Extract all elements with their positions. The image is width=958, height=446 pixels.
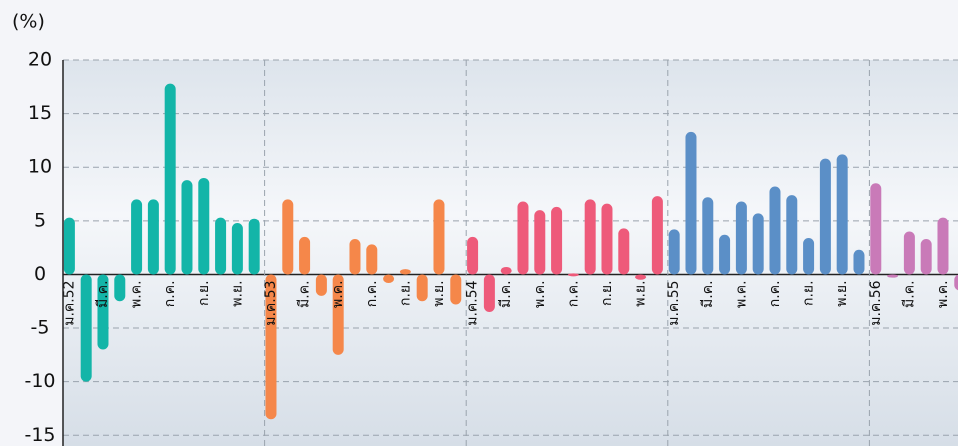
bar	[534, 210, 546, 275]
bar	[769, 186, 781, 275]
bar	[198, 177, 210, 275]
bar	[433, 199, 445, 275]
bar	[282, 199, 294, 275]
bar	[450, 274, 462, 305]
y-axis-label: (%)	[12, 11, 45, 33]
bar	[819, 158, 831, 275]
bar	[752, 213, 764, 275]
bar	[215, 217, 227, 275]
y-tick-label: 20	[28, 49, 52, 71]
bar	[500, 266, 512, 275]
y-tick-label: 10	[28, 156, 52, 178]
x-tick-label: พ.ย.	[229, 280, 245, 306]
x-tick-label: พ.ค.	[330, 280, 346, 308]
bar	[248, 218, 260, 275]
bar	[416, 274, 428, 302]
bar	[853, 249, 865, 275]
x-tick-label: มี.ค.	[498, 280, 514, 308]
bar	[299, 236, 311, 275]
x-tick-label: ม.ค.55	[666, 280, 682, 325]
bar	[618, 228, 630, 275]
bar	[315, 274, 327, 296]
bar	[903, 231, 915, 275]
bar	[702, 197, 714, 275]
bar	[265, 274, 277, 420]
bars	[63, 83, 958, 420]
bar	[584, 199, 596, 275]
bar	[954, 274, 958, 291]
x-tick-label: ม.ค.56	[868, 280, 884, 325]
bar	[887, 274, 899, 278]
bar	[131, 199, 143, 275]
x-tick-label: ก.ค.	[565, 280, 581, 307]
x-tick-label: ก.ย.	[397, 280, 413, 306]
bar	[164, 83, 176, 275]
bar	[332, 274, 344, 355]
bar	[870, 183, 882, 275]
x-tick-label: ก.ค.	[767, 280, 783, 307]
x-tick-label: ก.ย.	[599, 280, 615, 306]
x-tick-label: พ.ย.	[834, 280, 850, 306]
x-tick-label: พ.ค.	[129, 280, 145, 308]
bar	[668, 229, 680, 275]
y-tick-label: -10	[24, 370, 55, 392]
y-tick-label: 5	[34, 209, 46, 231]
bar	[467, 236, 479, 275]
y-tick-label: 0	[34, 263, 46, 285]
bar	[231, 222, 243, 275]
bar	[114, 274, 126, 302]
bar	[719, 234, 731, 275]
bar	[735, 201, 747, 275]
bar	[937, 217, 949, 275]
y-tick-label: -15	[24, 424, 55, 446]
x-tick-label: พ.ค.	[935, 280, 951, 308]
bar	[786, 195, 798, 275]
x-tick-label: พ.ค.	[733, 280, 749, 308]
x-tick-label: ม.ค.52	[61, 280, 77, 325]
bar	[803, 237, 815, 275]
x-tick-label: พ.ย.	[633, 280, 649, 306]
bar	[366, 244, 378, 275]
x-tick-label: ก.ย.	[196, 280, 212, 306]
bar	[399, 269, 411, 275]
bar	[651, 196, 663, 275]
y-tick-label: 15	[28, 102, 52, 124]
x-tick-label: ก.ค.	[162, 280, 178, 307]
x-tick-label: มี.ค.	[297, 280, 313, 308]
bar	[601, 203, 613, 275]
x-tick-label: มี.ค.	[700, 280, 716, 308]
bar	[685, 131, 697, 275]
bar	[920, 239, 932, 275]
bar	[147, 199, 159, 275]
x-tick-label: พ.ย.	[431, 280, 447, 306]
bar	[80, 274, 92, 382]
x-tick-label: ก.ค.	[364, 280, 380, 307]
bar	[181, 180, 193, 275]
bar	[483, 274, 495, 312]
bar	[517, 201, 529, 275]
bar	[551, 206, 563, 275]
x-tick-label: มี.ค.	[901, 280, 917, 308]
bar	[567, 273, 579, 277]
bar	[349, 239, 361, 275]
x-tick-label: ม.ค.54	[465, 280, 481, 325]
bar	[97, 274, 109, 350]
x-tick-label: มี.ค.	[95, 280, 111, 308]
x-tick-label: ม.ค.53	[263, 280, 279, 325]
bar	[635, 274, 647, 280]
bar	[383, 274, 395, 284]
y-tick-label: -5	[31, 317, 50, 339]
x-tick-label: พ.ค.	[532, 280, 548, 308]
bar	[63, 217, 75, 275]
x-tick-label: ก.ย.	[801, 280, 817, 306]
bar	[836, 154, 848, 275]
